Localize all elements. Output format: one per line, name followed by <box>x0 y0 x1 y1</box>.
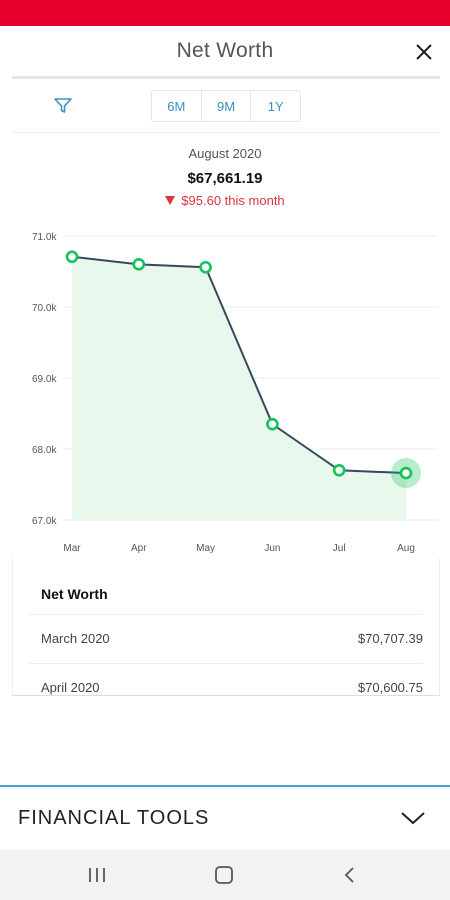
row-amount: $70,707.39 <box>357 631 423 646</box>
down-arrow-icon <box>165 196 176 205</box>
recents-button[interactable] <box>85 864 109 886</box>
data-point <box>332 464 346 477</box>
x-tick-label: Apr <box>131 543 147 554</box>
y-tick-label: 71.0k <box>32 232 57 243</box>
header-divider <box>12 76 440 79</box>
financial-tools-label: FINANCIAL TOOLS <box>18 807 210 829</box>
back-button[interactable] <box>338 864 362 886</box>
page-header: Net Worth <box>0 26 450 78</box>
y-tick-label: 68.0k <box>32 445 57 456</box>
y-tick-label: 69.0k <box>32 374 57 385</box>
y-tick-label: 67.0k <box>32 516 57 527</box>
summary-month: August 2020 <box>188 146 262 161</box>
chevron-down-icon <box>401 812 425 825</box>
x-tick-label: Aug <box>397 543 415 554</box>
y-tick-label: 70.0k <box>32 303 57 314</box>
home-button[interactable] <box>212 864 236 886</box>
expand-button[interactable] <box>400 809 426 827</box>
system-nav-bar <box>0 850 450 900</box>
summary: August 2020 $67,661.19 $95.60 this month <box>0 144 450 210</box>
row-label: April 2020 <box>41 680 100 695</box>
data-point <box>132 258 146 271</box>
table-row: April 2020 $70,600.75 <box>29 663 423 695</box>
x-tick-label: May <box>196 543 215 554</box>
x-tick-label: Mar <box>63 543 81 554</box>
area-fill <box>72 256 406 520</box>
home-icon <box>215 866 233 884</box>
close-icon <box>416 44 432 60</box>
filter-button[interactable] <box>52 96 74 116</box>
table-header: Net Worth <box>41 586 108 602</box>
summary-change: $95.60 this month <box>0 192 450 210</box>
row-amount: $70,600.75 <box>357 680 423 695</box>
summary-change-text: $95.60 this month <box>181 193 285 208</box>
range-1y-button[interactable]: 1Y <box>267 98 284 114</box>
close-button[interactable] <box>410 38 438 66</box>
financial-tools-bar[interactable]: FINANCIAL TOOLS <box>0 785 450 850</box>
table-row: March 2020 $70,707.39 <box>29 614 423 662</box>
range-selector: 6M 9M 1Y <box>151 90 301 122</box>
range-6m-button[interactable]: 6M <box>152 91 202 121</box>
data-point <box>266 417 279 431</box>
data-point <box>65 250 79 264</box>
range-9m-button[interactable]: 9M <box>202 91 252 121</box>
series-line <box>71 255 407 475</box>
net-worth-chart: 71.0k 70.0k 69.0k 68.0k 67.0k Mar Apr May Jun Jul… <box>0 220 450 560</box>
back-icon <box>344 867 354 883</box>
page-title: Net Worth <box>176 39 274 62</box>
recents-icon <box>89 868 105 882</box>
filter-icon <box>54 98 72 113</box>
summary-value: $67,661.19 <box>187 170 263 187</box>
x-tick-label: Jul <box>333 543 346 554</box>
row-label: March 2020 <box>41 631 110 646</box>
net-worth-table: Net Worth March 2020 $70,707.39 April 20… <box>12 558 440 696</box>
status-bar <box>0 0 450 26</box>
toolbar-divider <box>12 132 440 133</box>
x-tick-label: Jun <box>264 543 280 554</box>
data-point <box>199 260 212 274</box>
chart-svg: 71.0k 70.0k 69.0k 68.0k 67.0k Mar Apr May Jun Jul… <box>32 232 438 554</box>
chart-toolbar: 6M 9M 1Y <box>0 80 450 132</box>
data-point <box>399 466 413 480</box>
